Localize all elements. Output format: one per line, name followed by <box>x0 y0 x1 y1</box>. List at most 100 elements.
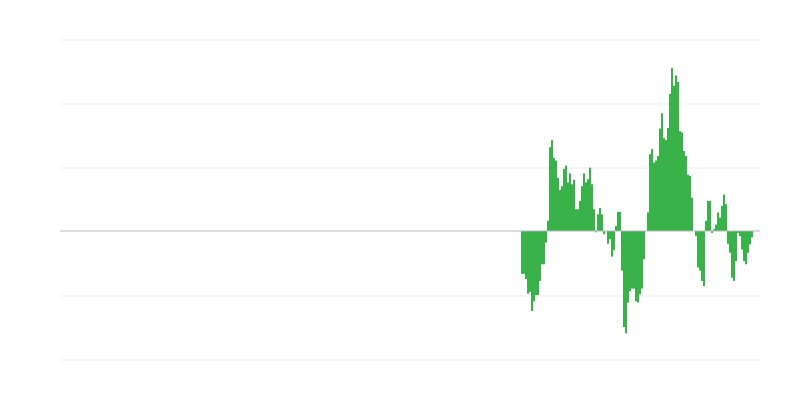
bar <box>613 231 615 251</box>
bar <box>553 158 555 231</box>
bar <box>629 231 631 292</box>
bar <box>683 151 685 231</box>
bar <box>575 209 577 231</box>
bar <box>717 212 719 231</box>
bar <box>611 231 613 257</box>
bar <box>665 140 667 231</box>
bar <box>639 231 641 295</box>
bar <box>641 231 643 289</box>
bar <box>599 207 601 231</box>
bar <box>749 231 751 245</box>
bar <box>543 231 545 265</box>
bar <box>735 231 737 262</box>
bar <box>681 132 683 231</box>
bar <box>579 200 581 231</box>
bar <box>699 231 701 271</box>
bar <box>565 165 567 231</box>
bar <box>737 231 739 233</box>
bar <box>733 231 735 281</box>
bar <box>701 231 703 281</box>
bar <box>595 231 597 233</box>
bar <box>627 231 629 303</box>
bar <box>571 184 573 231</box>
bar <box>539 231 541 281</box>
bar <box>577 209 579 231</box>
bar <box>559 190 561 231</box>
bar <box>751 231 753 238</box>
bar <box>657 156 659 231</box>
bar <box>603 231 605 235</box>
bar <box>649 154 651 231</box>
bar <box>721 206 723 231</box>
bar <box>667 127 669 231</box>
bar <box>541 231 543 265</box>
bar <box>531 231 533 311</box>
bar <box>561 186 563 231</box>
bar <box>675 75 677 231</box>
bar <box>581 186 583 231</box>
bar <box>697 231 699 268</box>
bar <box>545 231 547 243</box>
bar <box>521 231 523 274</box>
bar <box>647 212 649 231</box>
bar <box>567 182 569 231</box>
bar <box>633 231 635 289</box>
bar <box>631 231 633 289</box>
bar <box>651 149 653 231</box>
bar <box>591 184 593 231</box>
bar <box>679 131 681 231</box>
bar <box>609 231 611 240</box>
bar <box>587 179 589 231</box>
bar <box>715 224 717 231</box>
bar <box>585 182 587 231</box>
bar <box>745 231 747 265</box>
bar <box>689 175 691 231</box>
bar <box>617 211 619 231</box>
bar <box>549 147 551 231</box>
bar <box>635 231 637 302</box>
bar <box>741 231 743 250</box>
bar <box>685 156 687 231</box>
bar <box>747 231 749 253</box>
bar <box>725 204 727 231</box>
bar <box>523 231 525 274</box>
bar <box>673 85 675 231</box>
bars <box>521 67 753 334</box>
bar <box>619 211 621 231</box>
bar <box>537 231 539 295</box>
bar <box>563 168 565 231</box>
bar <box>569 173 571 231</box>
bar <box>709 200 711 231</box>
bar <box>525 231 527 279</box>
bar <box>703 231 705 287</box>
bar <box>583 173 585 231</box>
bar <box>719 217 721 231</box>
gridlines <box>60 39 760 361</box>
bar <box>695 231 697 237</box>
bar <box>669 94 671 231</box>
bar <box>533 231 535 302</box>
bar <box>547 220 549 231</box>
bar <box>623 231 625 327</box>
bar <box>597 214 599 231</box>
bar <box>711 231 713 233</box>
bar <box>643 231 645 260</box>
bar <box>557 177 559 231</box>
bar <box>743 231 745 262</box>
bar <box>663 138 665 231</box>
bar <box>621 231 623 271</box>
bar <box>661 113 663 231</box>
bar <box>607 231 609 244</box>
bar <box>529 231 531 292</box>
bar <box>723 194 725 231</box>
bar <box>729 231 731 253</box>
bar <box>527 231 529 294</box>
bar <box>707 200 709 231</box>
bar <box>677 81 679 231</box>
bar <box>625 231 627 334</box>
bar <box>535 231 537 295</box>
bar <box>655 160 657 231</box>
bar <box>713 229 715 231</box>
bar <box>727 231 729 244</box>
